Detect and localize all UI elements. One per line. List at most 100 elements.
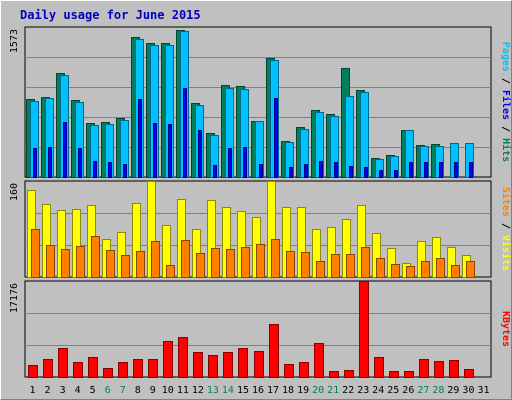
y-max-label: 160 bbox=[9, 183, 20, 201]
legend-part: Files bbox=[500, 90, 512, 120]
bar-kbytes-day-2 bbox=[43, 359, 53, 378]
y-max-label: 17176 bbox=[9, 283, 20, 313]
bar-kbytes-day-6 bbox=[103, 368, 113, 378]
bar-kbytes-day-8 bbox=[133, 359, 143, 378]
bar-pages-day-20 bbox=[319, 161, 323, 178]
bar-pages-day-6 bbox=[108, 162, 112, 178]
legend-part: KBytes bbox=[500, 311, 511, 347]
x-tick-label: 9 bbox=[150, 385, 156, 396]
bar-sites-day-15 bbox=[241, 247, 250, 278]
bar-kbytes-day-1 bbox=[28, 365, 38, 378]
bar-sites-day-13 bbox=[211, 248, 220, 278]
panel-kbytes: 17176 KBytes bbox=[9, 280, 511, 378]
x-tick-label: 6 bbox=[105, 385, 111, 396]
x-tick-label: 5 bbox=[90, 385, 96, 396]
x-tick-label: 18 bbox=[282, 385, 294, 396]
bar-pages-day-4 bbox=[78, 148, 82, 178]
bar-pages-day-11 bbox=[183, 88, 187, 178]
bar-sites-day-5 bbox=[91, 236, 100, 278]
bar-sites-day-8 bbox=[136, 251, 145, 278]
series-legend-label: KBytes bbox=[500, 311, 511, 347]
bar-pages-day-3 bbox=[63, 122, 67, 178]
x-tick-label: 22 bbox=[342, 385, 354, 396]
bar-sites-day-16 bbox=[256, 244, 265, 278]
bar-pages-day-24 bbox=[379, 170, 383, 178]
x-tick-label: 2 bbox=[45, 385, 51, 396]
series-legend-label: Sites / Visits bbox=[500, 187, 512, 271]
bar-kbytes-day-11 bbox=[178, 337, 188, 378]
bar-sites-day-25 bbox=[391, 264, 400, 278]
x-tick-label: 26 bbox=[402, 385, 414, 396]
bar-pages-day-30 bbox=[469, 162, 473, 178]
x-tick-label: 4 bbox=[75, 385, 81, 396]
x-tick-label: 10 bbox=[162, 385, 174, 396]
panel-hits-files-pages: 1573 Pages / Files / Hits bbox=[9, 26, 512, 178]
x-tick-label: 28 bbox=[432, 385, 444, 396]
bar-sites-day-24 bbox=[376, 258, 385, 278]
bar-pages-day-9 bbox=[153, 123, 157, 178]
bar-kbytes-day-23 bbox=[359, 281, 369, 378]
bar-pages-day-27 bbox=[424, 162, 428, 178]
x-tick-label: 24 bbox=[372, 385, 384, 396]
bar-pages-day-15 bbox=[243, 147, 247, 178]
bar-kbytes-day-5 bbox=[88, 357, 98, 378]
bar-sites-day-9 bbox=[151, 241, 160, 278]
bar-sites-day-4 bbox=[76, 246, 85, 278]
bar-kbytes-day-4 bbox=[73, 362, 83, 378]
x-tick-label: 27 bbox=[417, 385, 429, 396]
bar-files-day-22 bbox=[345, 96, 354, 178]
x-tick-label: 25 bbox=[387, 385, 399, 396]
bar-pages-day-8 bbox=[138, 99, 142, 178]
bar-sites-day-30 bbox=[466, 261, 475, 278]
series-legend-label: Pages / Files / Hits bbox=[500, 42, 512, 162]
bar-kbytes-day-9 bbox=[148, 359, 158, 378]
bar-kbytes-day-29 bbox=[449, 360, 459, 378]
x-tick-label: 19 bbox=[297, 385, 309, 396]
bar-kbytes-day-30 bbox=[464, 369, 474, 378]
bar-sites-day-3 bbox=[61, 249, 70, 278]
x-tick-label: 20 bbox=[312, 385, 324, 396]
bar-pages-day-25 bbox=[394, 170, 398, 178]
legend-part: Hits bbox=[500, 138, 512, 162]
bar-kbytes-day-14 bbox=[223, 352, 233, 378]
x-tick-label: 13 bbox=[207, 385, 219, 396]
bar-sites-day-22 bbox=[346, 254, 355, 278]
x-tick-label: 16 bbox=[252, 385, 264, 396]
bar-sites-day-12 bbox=[196, 253, 205, 278]
x-tick-label: 29 bbox=[447, 385, 459, 396]
bar-kbytes-day-19 bbox=[299, 362, 309, 378]
bar-sites-day-27 bbox=[421, 261, 430, 278]
legend-part: / bbox=[500, 72, 511, 90]
legend-part: Visits bbox=[500, 235, 512, 271]
bar-files-day-23 bbox=[360, 92, 369, 178]
x-tick-label: 3 bbox=[60, 385, 66, 396]
bar-pages-day-5 bbox=[93, 161, 97, 178]
bar-kbytes-day-26 bbox=[404, 371, 414, 378]
bar-kbytes-day-10 bbox=[163, 341, 173, 378]
bar-sites-day-21 bbox=[331, 254, 340, 278]
legend-part: / bbox=[500, 217, 511, 235]
x-tick-label: 31 bbox=[477, 385, 489, 396]
x-tick-label: 7 bbox=[120, 385, 126, 396]
x-tick-label: 23 bbox=[357, 385, 369, 396]
bar-sites-day-29 bbox=[451, 265, 460, 278]
bar-kbytes-day-28 bbox=[434, 361, 444, 378]
x-tick-label: 1 bbox=[30, 385, 36, 396]
bar-pages-day-10 bbox=[168, 124, 172, 178]
bar-kbytes-day-13 bbox=[208, 355, 218, 378]
bar-kbytes-day-25 bbox=[389, 371, 399, 378]
bar-kbytes-day-3 bbox=[58, 348, 68, 378]
bar-kbytes-day-12 bbox=[193, 352, 203, 378]
bar-sites-day-1 bbox=[31, 229, 40, 278]
bar-kbytes-day-15 bbox=[238, 348, 248, 378]
bar-sites-day-18 bbox=[286, 251, 295, 278]
panel-visits-sites: 160 Sites / Visits bbox=[9, 180, 512, 278]
bar-kbytes-day-20 bbox=[314, 343, 324, 378]
bar-pages-day-19 bbox=[304, 164, 308, 178]
bar-sites-day-23 bbox=[361, 247, 370, 278]
bar-kbytes-day-7 bbox=[118, 362, 128, 378]
bar-pages-day-18 bbox=[289, 167, 293, 178]
bar-sites-day-7 bbox=[121, 255, 130, 278]
x-tick-label: 30 bbox=[462, 385, 474, 396]
